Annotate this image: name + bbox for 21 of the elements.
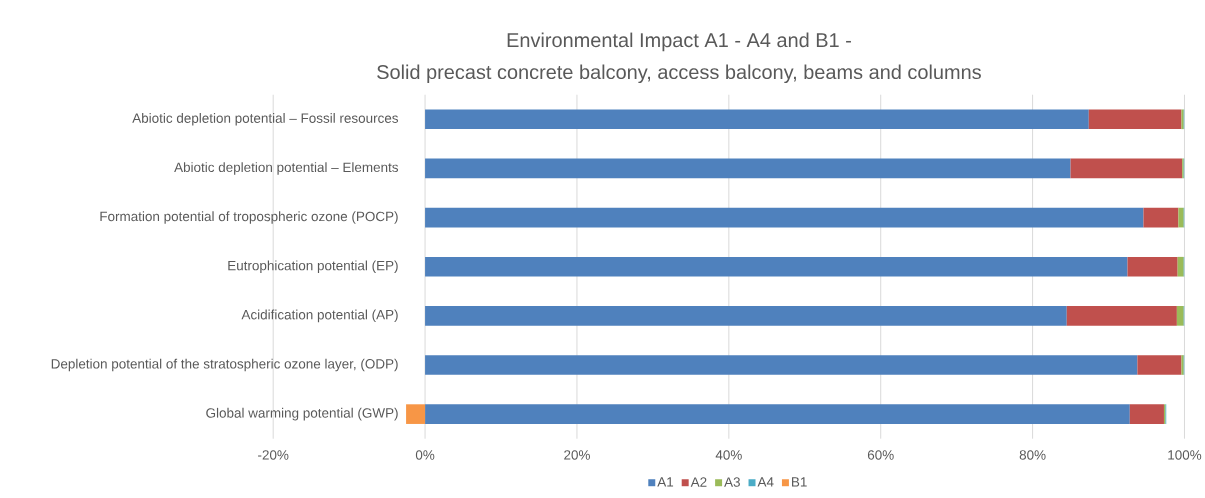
x-tick-label: 0% <box>415 450 435 460</box>
x-tick-label: 100% <box>1168 450 1202 460</box>
y-tick-label: Abiotic depletion potential – Fossil resources <box>132 113 399 126</box>
legend-label: A2 <box>690 477 707 487</box>
y-tick-label: Eutrophication potential (EP) <box>228 260 398 274</box>
legend-label: A3 <box>724 477 740 488</box>
x-tick-label: -20% <box>258 450 289 460</box>
y-tick-label: Acidification potential (AP) <box>241 309 398 323</box>
x-tick-label: 80% <box>1019 450 1046 460</box>
legend-label: B1 <box>792 477 807 487</box>
y-tick-label: Abiotic depletion potential – Elements <box>174 162 399 175</box>
x-tick-label: 40% <box>715 450 742 460</box>
chart-subtitle: Solid precast concrete balcony, access balcony, beams and columns <box>377 64 981 84</box>
y-tick-label: Depletion potential of the stratospheric ozone layer, (ODP) <box>51 358 398 372</box>
legend-label: A4 <box>757 477 774 487</box>
chart-title: Environmental Impact A1 - A4 and B1 - <box>507 32 851 52</box>
y-tick-label: Global warming potential (GWP) <box>206 408 398 421</box>
x-tick-label: 20% <box>564 450 590 460</box>
x-tick-label: 60% <box>867 450 894 460</box>
legend-label: A1 <box>657 477 674 487</box>
y-tick-label: Formation potential of tropospheric ozone (POCP) <box>100 211 398 225</box>
